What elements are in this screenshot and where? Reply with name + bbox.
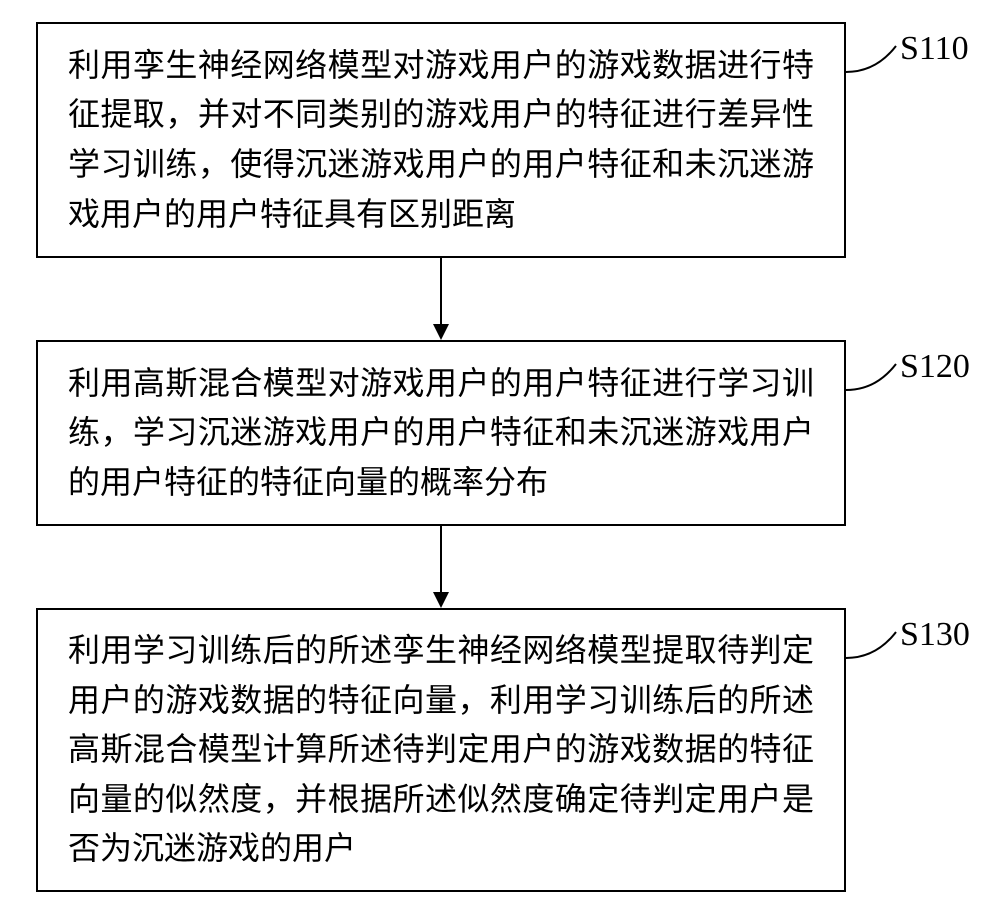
step-label-s130: S130 bbox=[900, 616, 970, 654]
step-label-s110: S110 bbox=[900, 30, 969, 68]
step-box-s110: 利用孪生神经网络模型对游戏用户的游戏数据进行特征提取，并对不同类别的游戏用户的特… bbox=[36, 22, 846, 258]
step-text-s110: 利用孪生神经网络模型对游戏用户的游戏数据进行特征提取，并对不同类别的游戏用户的特… bbox=[68, 41, 814, 239]
flowchart-canvas: 利用孪生神经网络模型对游戏用户的游戏数据进行特征提取，并对不同类别的游戏用户的特… bbox=[0, 0, 1000, 914]
step-text-s130: 利用学习训练后的所述孪生神经网络模型提取待判定用户的游戏数据的特征向量，利用学习… bbox=[68, 626, 814, 874]
step-box-s130: 利用学习训练后的所述孪生神经网络模型提取待判定用户的游戏数据的特征向量，利用学习… bbox=[36, 608, 846, 892]
arrow-s110-to-s120 bbox=[429, 258, 453, 340]
connector-s110 bbox=[842, 42, 900, 76]
connector-s130 bbox=[842, 628, 900, 662]
step-text-s120: 利用高斯混合模型对游戏用户的用户特征进行学习训练，学习沉迷游戏用户的用户特征和未… bbox=[68, 359, 814, 508]
step-box-s120: 利用高斯混合模型对游戏用户的用户特征进行学习训练，学习沉迷游戏用户的用户特征和未… bbox=[36, 340, 846, 526]
arrow-s120-to-s130 bbox=[429, 526, 453, 608]
step-label-s120: S120 bbox=[900, 348, 970, 386]
connector-s120 bbox=[842, 360, 900, 394]
